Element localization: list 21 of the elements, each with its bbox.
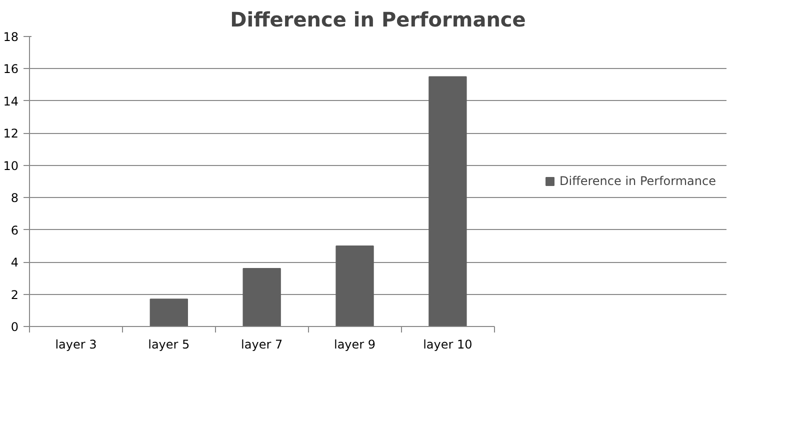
y-tick-label: 2 — [10, 288, 19, 302]
y-tick-label: 10 — [3, 158, 19, 173]
x-tick-label: layer 9 — [334, 338, 376, 352]
bar — [242, 268, 281, 326]
y-tick-label: 12 — [3, 126, 19, 141]
y-tick-label: 8 — [10, 191, 19, 206]
y-tick-label: 6 — [10, 223, 19, 238]
y-tick-label: 16 — [3, 62, 19, 76]
x-tick-label: layer 7 — [241, 338, 283, 352]
x-tick-label: layer 3 — [55, 338, 97, 352]
bar — [150, 298, 188, 326]
chart-title: Difference in Performance — [230, 8, 526, 32]
legend-label: Difference in Performance — [560, 174, 716, 188]
x-tick-label: layer 5 — [148, 338, 190, 352]
bar — [428, 76, 467, 326]
x-tick-label: layer 10 — [423, 338, 472, 352]
y-tick-label: 14 — [3, 94, 19, 108]
y-tick-label: 18 — [3, 30, 19, 44]
y-tick-label: 4 — [10, 256, 19, 270]
y-tick-label: 0 — [10, 320, 19, 334]
bar — [336, 245, 374, 326]
